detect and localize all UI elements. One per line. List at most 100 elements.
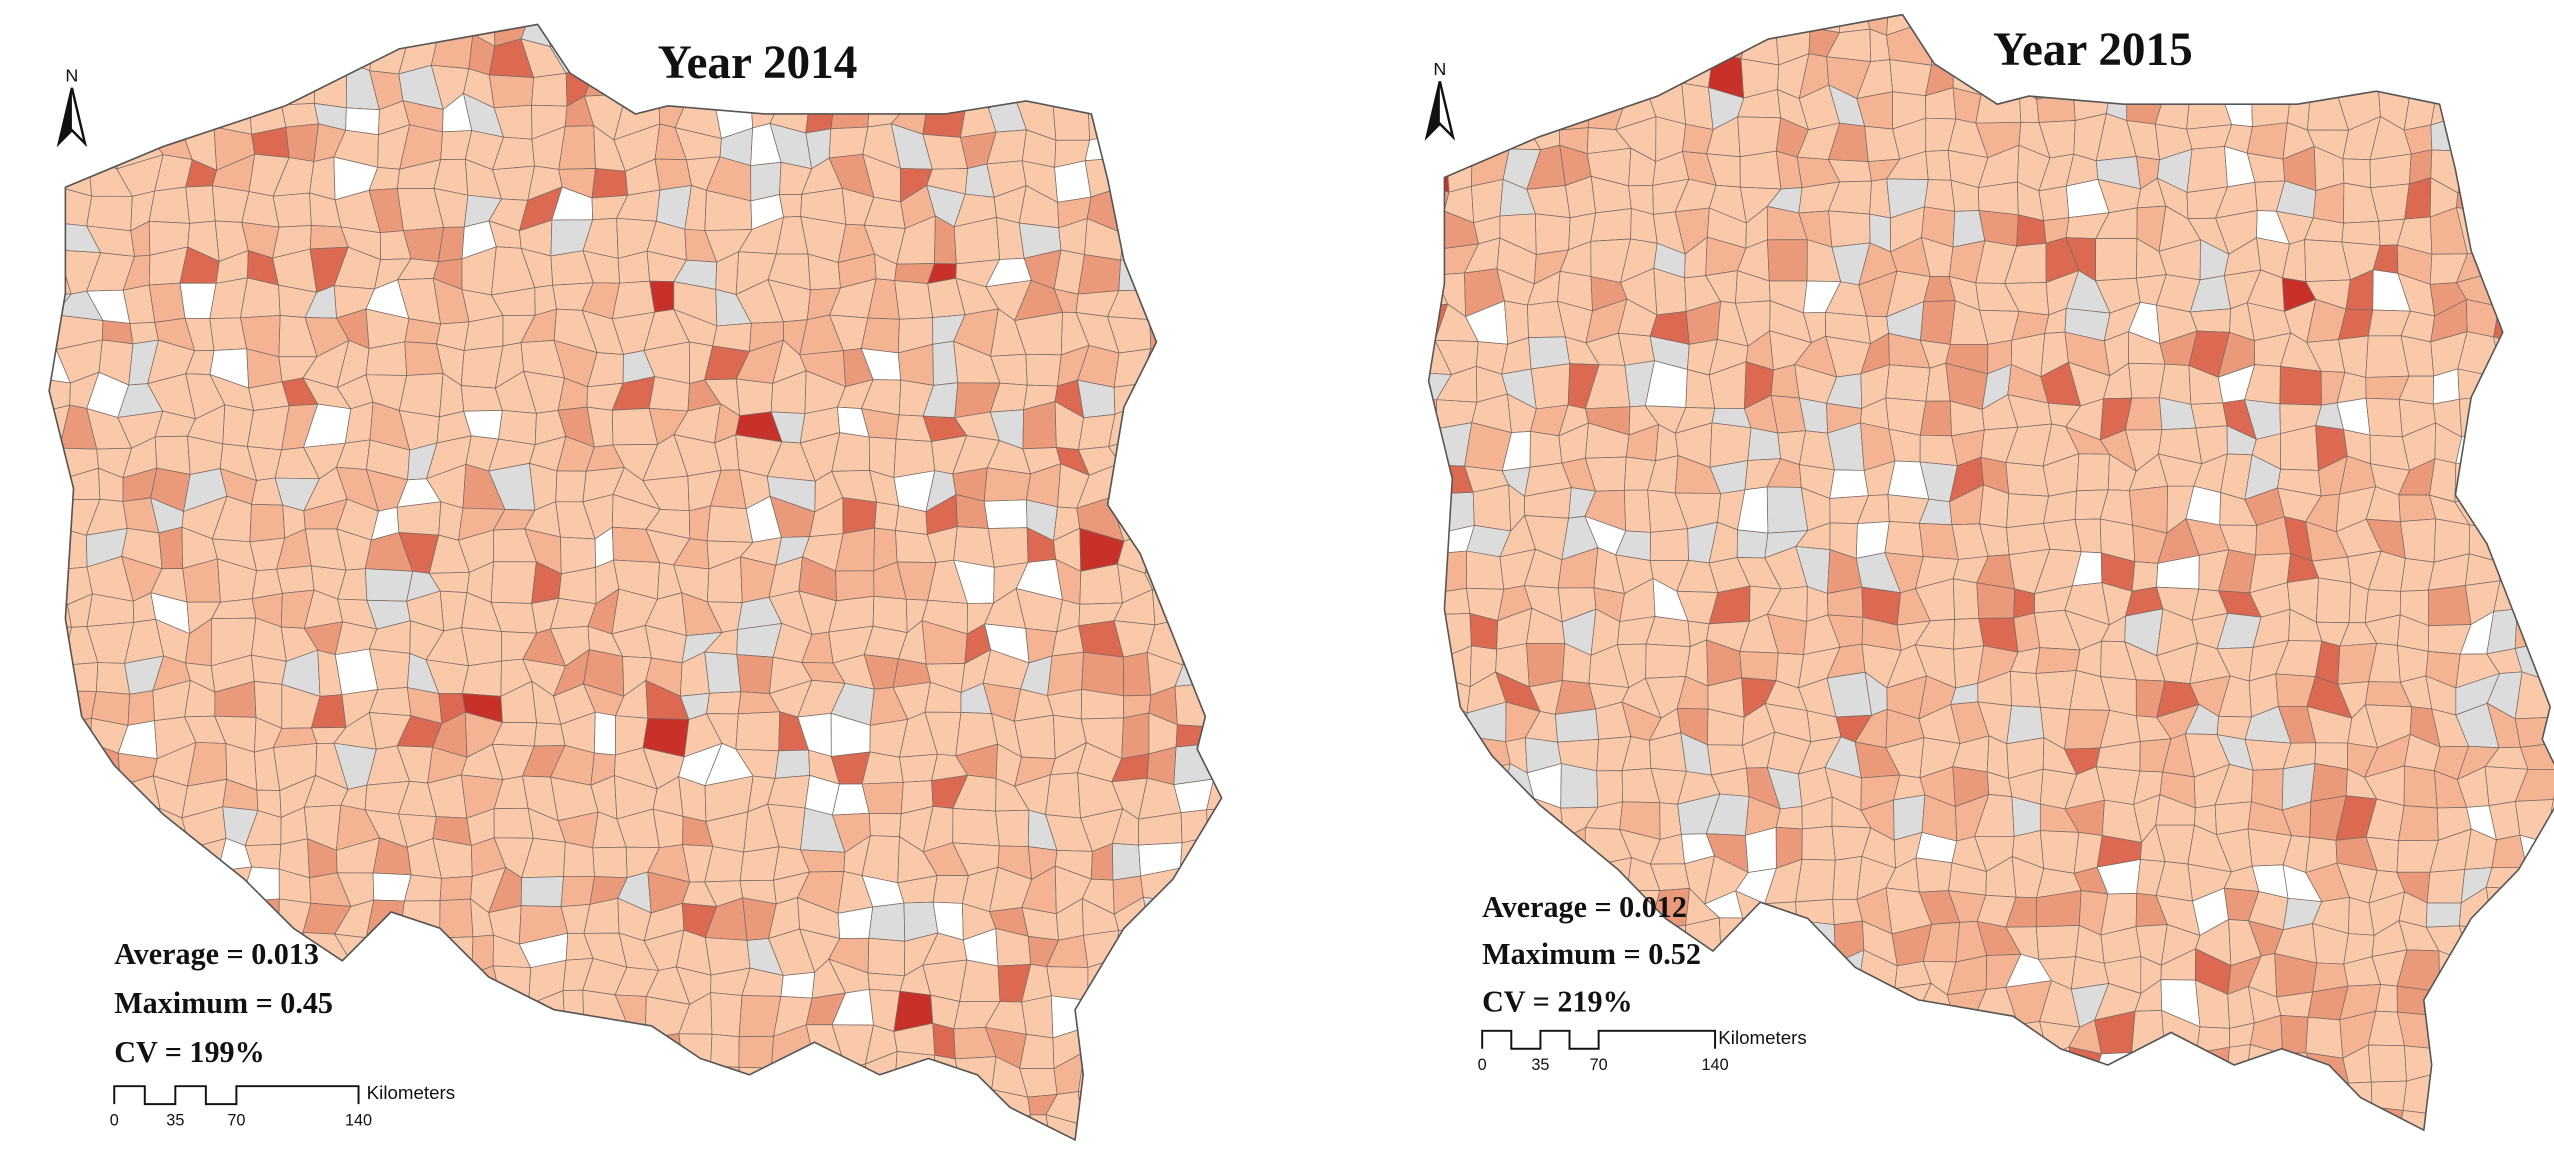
municipality: [1428, 895, 1447, 935]
municipality: [1679, 14, 1711, 39]
municipality: [1231, 247, 1278, 289]
municipality: [709, 1113, 744, 1140]
municipality: [2546, 236, 2554, 270]
municipality: [2040, 1046, 2076, 1090]
municipality: [554, 1051, 596, 1099]
municipality: [492, 965, 532, 1005]
municipality: [1978, 181, 2019, 216]
municipality: [1263, 813, 1305, 847]
municipality: [66, 973, 98, 1001]
municipality: [836, 1083, 874, 1122]
municipality: [310, 1145, 347, 1166]
municipality: [1527, 60, 1570, 88]
municipality: [1918, 1082, 1961, 1106]
municipality: [1169, 930, 1215, 971]
scale-tick-label: 140: [1701, 1056, 1728, 1074]
municipality: [49, 159, 59, 189]
municipality: [1795, 951, 1837, 989]
municipality: [1526, 1019, 1572, 1051]
municipality: [1555, 708, 1600, 743]
municipality: [2280, 1014, 2309, 1055]
municipality: [2367, 1044, 2408, 1083]
municipality: [593, 711, 617, 756]
municipality: [49, 563, 69, 606]
municipality: [1171, 184, 1216, 233]
municipality: [2438, 950, 2470, 998]
municipality: [899, 753, 938, 783]
municipality: [1027, 24, 1061, 44]
municipality: [1178, 619, 1210, 666]
municipality: [1587, 1137, 1628, 1166]
municipality: [771, 1154, 814, 1166]
municipality: [2308, 14, 2348, 30]
municipality: [2466, 299, 2500, 338]
municipality: [1718, 949, 1739, 991]
municipality: [1112, 843, 1142, 881]
municipality: [121, 1120, 161, 1140]
municipality: [1465, 114, 1510, 151]
municipality: [1469, 14, 1502, 39]
municipality: [49, 895, 58, 933]
municipality: [71, 1151, 100, 1166]
municipality: [2485, 183, 2533, 218]
municipality: [1272, 726, 1308, 750]
north-arrow-half: [58, 87, 72, 144]
municipality: [1241, 777, 1278, 813]
municipality: [488, 74, 535, 109]
municipality: [2365, 397, 2403, 438]
municipality: [627, 1087, 657, 1115]
municipality: [1439, 88, 1471, 127]
municipality: [1174, 24, 1214, 42]
statistic: CV = 219%: [1482, 984, 1632, 1018]
municipality: [1536, 1112, 1560, 1131]
municipality: [1089, 1147, 1122, 1166]
municipality: [49, 31, 72, 78]
municipality: [2425, 902, 2462, 928]
municipality: [2154, 83, 2191, 130]
municipality: [554, 1022, 597, 1055]
municipality: [2274, 14, 2313, 28]
municipality: [2425, 14, 2470, 27]
municipality: [1744, 826, 1777, 873]
municipality: [674, 1152, 714, 1166]
municipality: [560, 876, 595, 908]
municipality: [49, 711, 59, 746]
municipality: [2134, 1073, 2171, 1115]
municipality: [1952, 578, 1980, 620]
municipality: [271, 1053, 314, 1097]
municipality: [1242, 346, 1269, 372]
municipality: [301, 24, 351, 36]
municipality: [271, 1023, 315, 1066]
municipality: [1735, 917, 1778, 960]
municipality: [738, 1066, 783, 1099]
municipality: [396, 501, 442, 536]
municipality: [612, 1021, 658, 1068]
municipality: [1795, 1148, 1827, 1166]
municipality: [1428, 1072, 1451, 1111]
municipality: [1428, 14, 1452, 37]
municipality: [1795, 858, 1836, 903]
municipality: [1247, 560, 1277, 596]
municipality: [2275, 1107, 2314, 1131]
municipality: [1022, 401, 1057, 450]
municipality: [2223, 1111, 2259, 1131]
municipality: [2399, 518, 2437, 563]
municipality: [49, 186, 64, 224]
municipality: [1826, 1134, 1869, 1166]
municipality: [49, 435, 65, 480]
municipality: [95, 662, 131, 695]
municipality: [554, 1113, 599, 1140]
municipality: [860, 42, 909, 70]
municipality: [212, 866, 253, 909]
municipality: [1206, 837, 1222, 882]
scale-tick-label: 35: [166, 1111, 184, 1129]
municipality: [533, 722, 566, 747]
municipality: [2515, 400, 2554, 428]
municipality: [1270, 94, 1298, 125]
municipality: [983, 37, 1029, 80]
municipality: [1624, 66, 1652, 97]
municipality: [894, 1082, 933, 1120]
municipality: [408, 24, 439, 40]
municipality: [1236, 876, 1270, 914]
